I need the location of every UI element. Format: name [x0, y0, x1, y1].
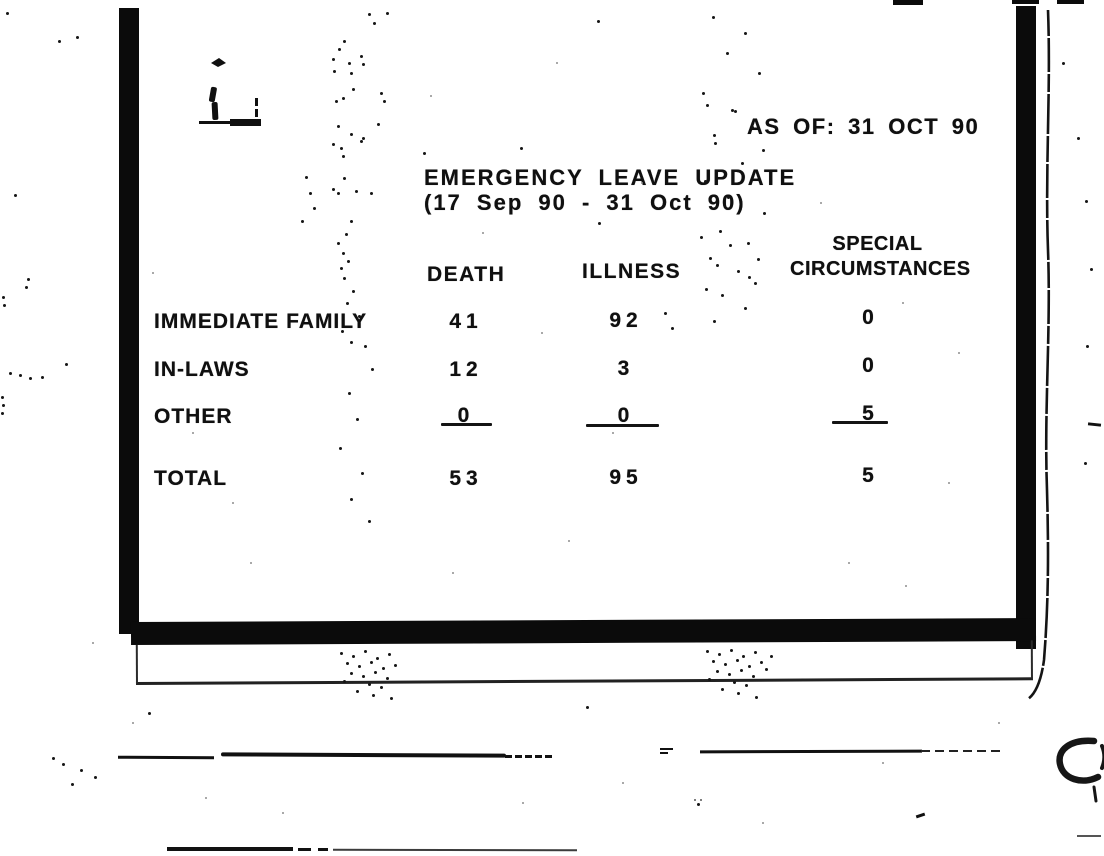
noise-specks-faint [0, 0, 2, 2]
cell-death: 41 [449, 310, 483, 333]
cell-special: 5 [862, 464, 879, 487]
row-label: IN-LAWS [154, 358, 250, 381]
rule-line [117, 755, 215, 760]
document-title: EMERGENCY LEAVE UPDATE [424, 165, 797, 190]
column-header-illness: ILLNESS [582, 260, 682, 283]
as-of-date: AS OF: 31 OCT 90 [747, 114, 980, 139]
total-rule [832, 421, 888, 424]
cell-death: 12 [449, 358, 483, 381]
cell-special: 0 [862, 306, 879, 329]
noise-dash [660, 752, 668, 754]
scan-artifact-dash [1012, 0, 1039, 4]
special-header-line1: SPECIAL [832, 233, 923, 255]
total-rule [441, 423, 492, 426]
cell-death: 0 [457, 404, 475, 427]
noise-dash [660, 748, 673, 750]
rule-line [699, 749, 923, 754]
noise-dash [1077, 835, 1101, 837]
cell-special: 5 [862, 402, 879, 425]
special-header-line2: CIRCUMSTANCES [790, 258, 971, 280]
page-edge-box [135, 640, 1033, 685]
column-header-special: SPECIAL CIRCUMSTANCES [790, 232, 971, 282]
date-range: (17 Sep 90 - 31 Oct 90) [424, 190, 746, 215]
rule-line [220, 752, 507, 758]
page-border-right [1016, 6, 1036, 649]
cell-illness: 3 [617, 357, 635, 380]
handwritten-mark [199, 58, 261, 126]
cell-illness: 0 [617, 404, 635, 427]
scan-artifact-dash [893, 0, 923, 5]
noise-dash [915, 812, 926, 819]
scan-artifact-dash [1057, 0, 1084, 4]
row-label: IMMEDIATE FAMILY [154, 310, 368, 333]
row-label: TOTAL [154, 467, 228, 490]
rule-line [332, 848, 578, 852]
rule-line [921, 750, 1005, 752]
column-header-death: DEATH [427, 263, 506, 286]
total-rule [586, 424, 659, 427]
row-label: OTHER [154, 405, 233, 428]
cell-illness: 92 [609, 309, 643, 332]
handwritten-curl [1056, 737, 1104, 803]
page-border-left [119, 8, 139, 634]
cell-illness: 95 [609, 466, 643, 489]
rule-line [298, 848, 311, 851]
rule-line [505, 755, 555, 758]
cell-special: 0 [862, 354, 879, 377]
cell-death: 53 [449, 467, 483, 490]
noise-dash [1087, 422, 1102, 427]
rule-line [318, 848, 328, 851]
rule-line [167, 847, 293, 851]
